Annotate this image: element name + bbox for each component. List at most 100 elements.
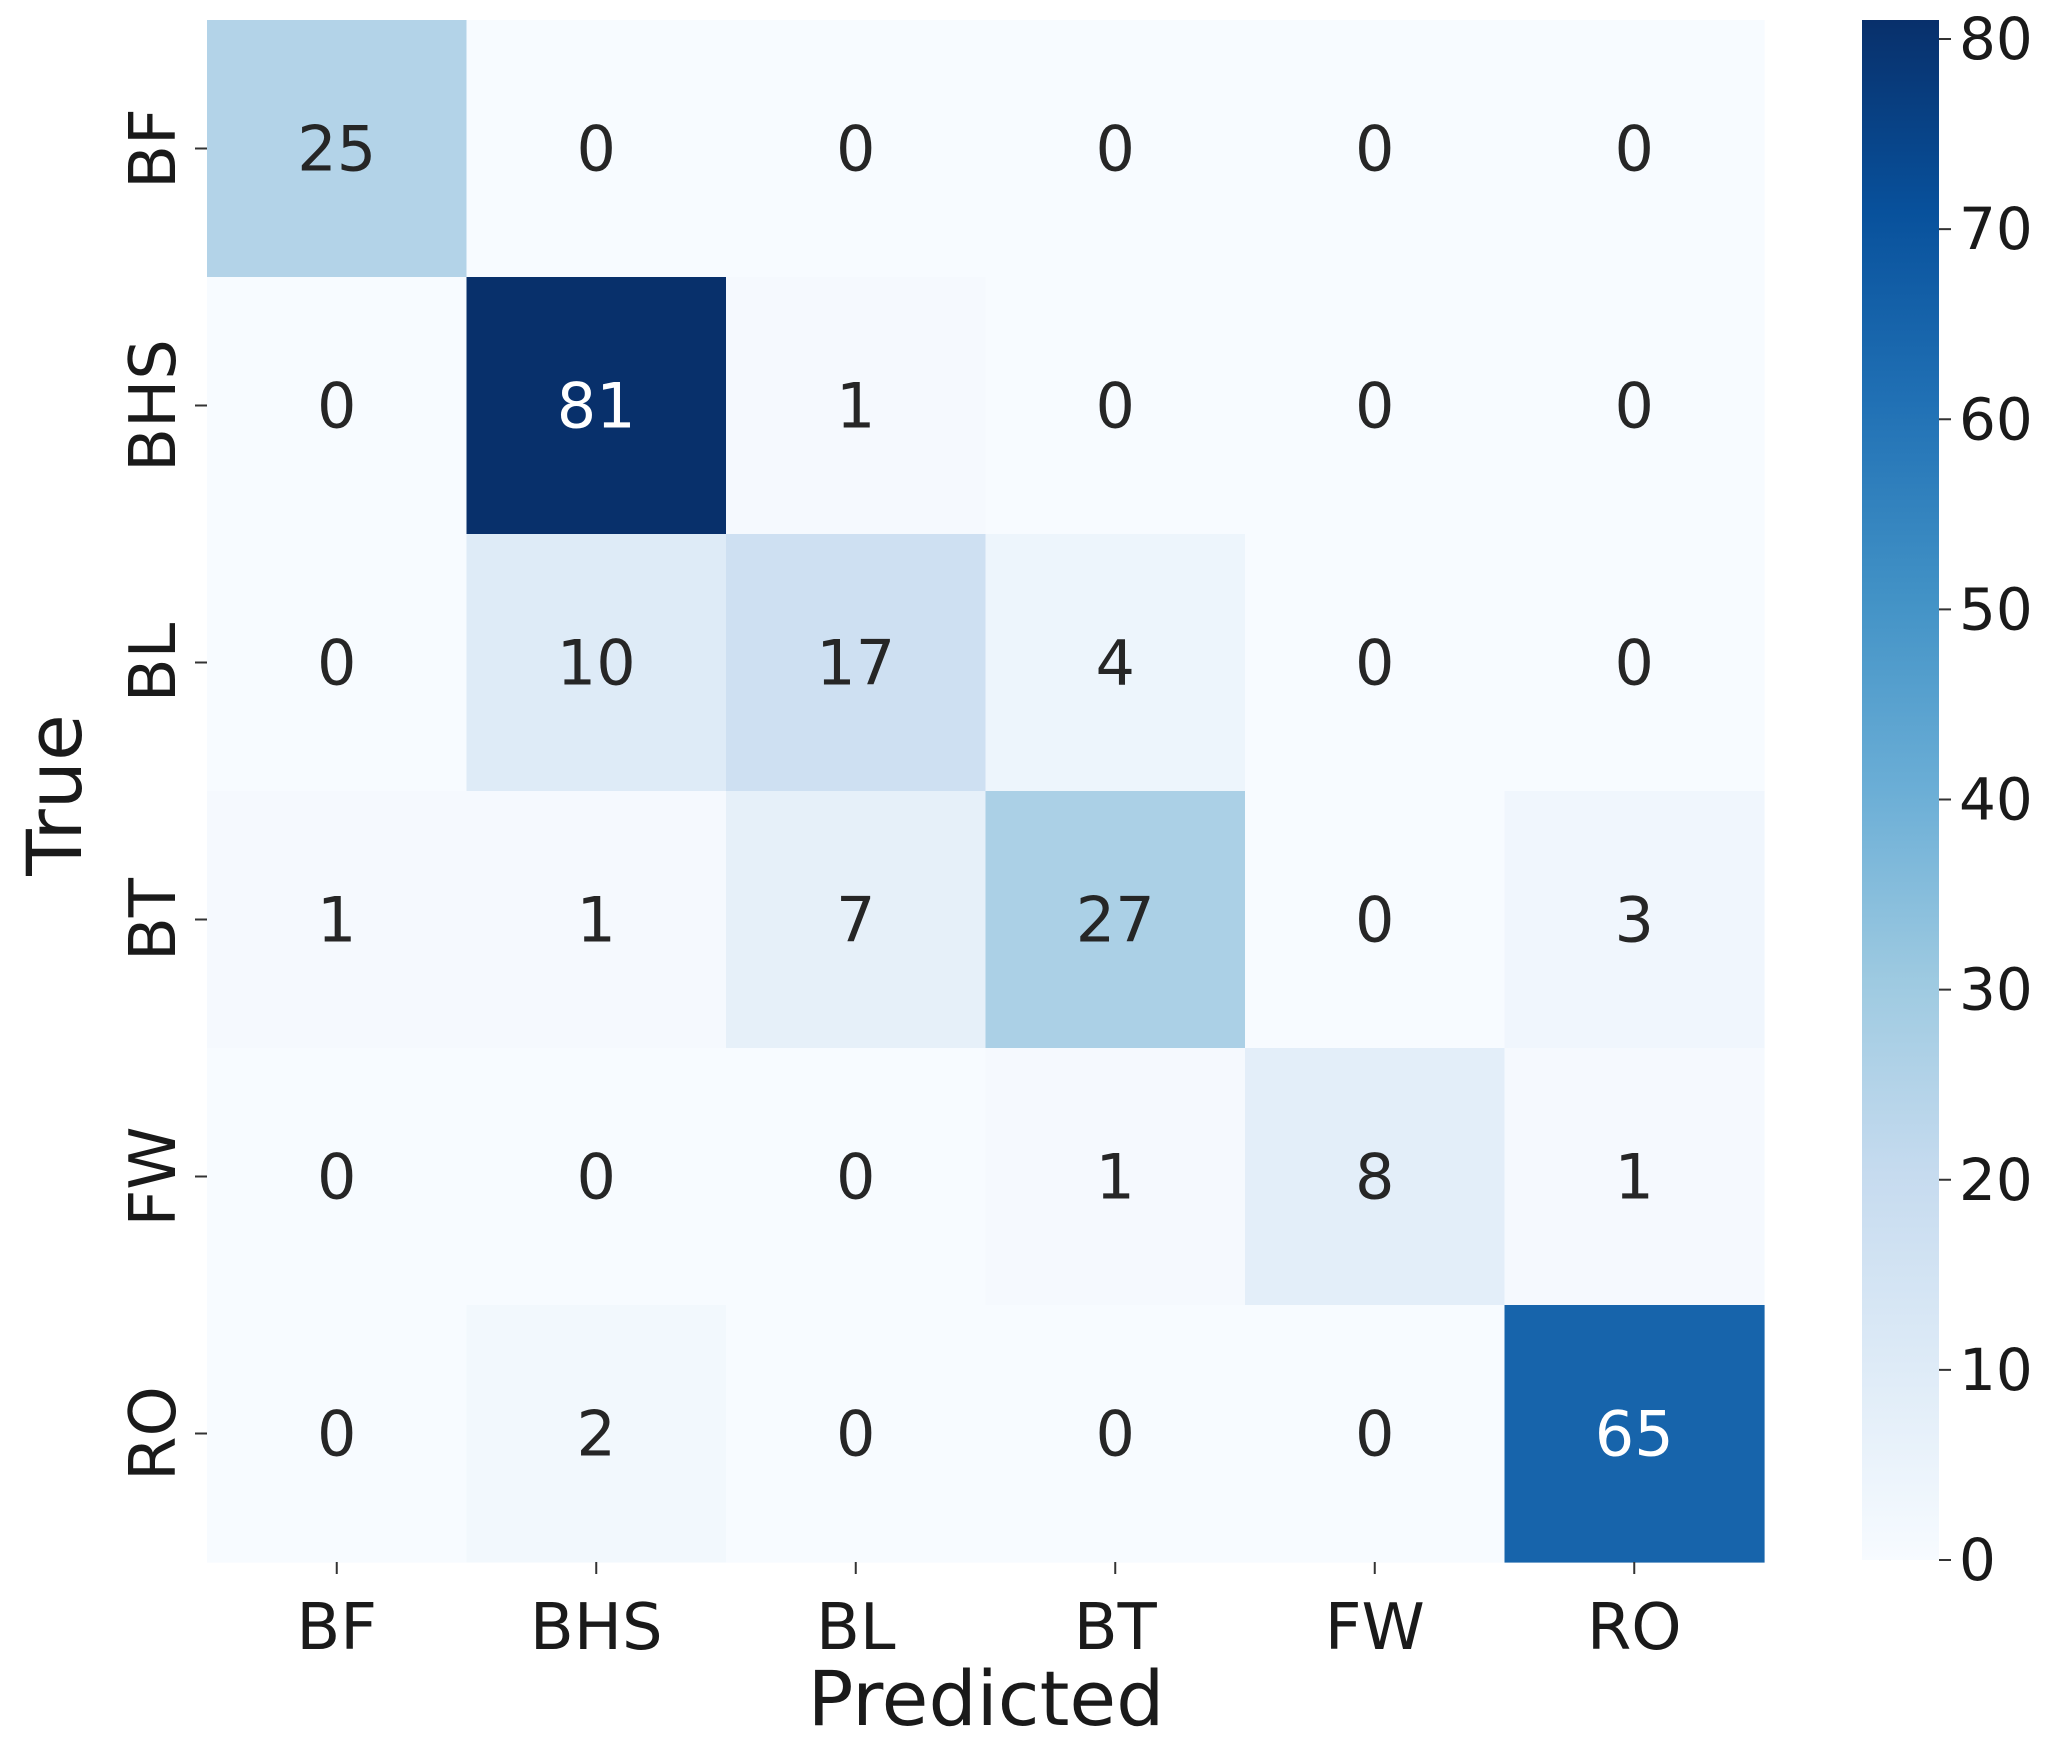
heatmap-cell xyxy=(466,791,727,1049)
colorbar-tick-label: 30 xyxy=(1959,956,2033,1024)
heatmap-cell xyxy=(1504,791,1765,1049)
cell-value-label: 0 xyxy=(1096,1398,1135,1471)
cell-value-label: 0 xyxy=(836,113,875,186)
heatmap-cell xyxy=(207,1305,468,1563)
cell-value-label: 0 xyxy=(1355,370,1394,443)
colorbar-tick-label: 50 xyxy=(1959,575,2033,643)
heatmap-cell xyxy=(207,791,468,1049)
heatmap-cell xyxy=(726,791,987,1049)
heatmap-cell-labels: 25 0 0 0 0 00 81 1 0 0 00 10 17 4 0 01 1 7 27 0 30 0 0 1 8 10 2 0 0 0… xyxy=(297,113,1673,1471)
heatmap-cell xyxy=(466,534,727,792)
cell-value-label: 0 xyxy=(577,113,616,186)
cell-value-label: 0 xyxy=(577,1141,616,1214)
cell-value-label: 65 xyxy=(1595,1398,1674,1471)
cell-value-label: 1 xyxy=(1615,1141,1654,1214)
cell-value-label: 0 xyxy=(317,627,356,700)
y-tick-label: BHS xyxy=(117,339,191,472)
cell-value-label: 17 xyxy=(816,627,895,700)
colorbar-tick-label: 0 xyxy=(1959,1526,1996,1594)
x-tick-label: RO xyxy=(1587,1591,1682,1665)
x-tick-label: FW xyxy=(1325,1591,1425,1665)
heatmap-cell xyxy=(466,277,727,535)
heatmap-cell xyxy=(466,1048,727,1306)
colorbar-tick-label: 70 xyxy=(1959,195,2033,263)
heatmap-cell xyxy=(466,20,727,278)
heatmap-cells xyxy=(207,20,1765,1563)
heatmap-cell xyxy=(985,1048,1246,1306)
cell-value-label: 0 xyxy=(317,1398,356,1471)
cell-value-label: 10 xyxy=(557,627,636,700)
heatmap-cell xyxy=(726,1305,987,1563)
colorbar-tick-label: 60 xyxy=(1959,385,2033,453)
heatmap-cell xyxy=(1504,277,1765,535)
heatmap-cell xyxy=(985,534,1246,792)
heatmap-cell xyxy=(1504,20,1765,278)
heatmap-cell xyxy=(1245,20,1506,278)
x-tick-label: BL xyxy=(816,1591,896,1665)
heatmap-cell xyxy=(1245,1305,1506,1563)
cell-value-label: 1 xyxy=(317,884,356,957)
heatmap-cell xyxy=(726,277,987,535)
heatmap-cell xyxy=(985,1305,1246,1563)
y-tick-label: BL xyxy=(117,622,191,702)
cell-value-label: 8 xyxy=(1355,1141,1394,1214)
x-axis-title: Predicted xyxy=(808,1654,1165,1743)
heatmap-cell xyxy=(726,534,987,792)
heatmap-cell xyxy=(207,534,468,792)
heatmap-cell xyxy=(1504,1048,1765,1306)
colorbar xyxy=(1862,20,1939,1560)
cell-value-label: 0 xyxy=(1355,884,1394,957)
y-axis-title: True xyxy=(10,714,99,876)
x-tick-label: BHS xyxy=(530,1591,663,1665)
heatmap-cell xyxy=(1245,534,1506,792)
heatmap-cell xyxy=(726,1048,987,1306)
cell-value-label: 0 xyxy=(1096,113,1135,186)
cell-value-label: 0 xyxy=(1355,1398,1394,1471)
x-tick-label: BF xyxy=(296,1591,377,1665)
cell-value-label: 0 xyxy=(1615,113,1654,186)
cell-value-label: 1 xyxy=(836,370,875,443)
colorbar-tick-label: 10 xyxy=(1959,1336,2033,1404)
cell-value-label: 0 xyxy=(1355,113,1394,186)
cell-value-label: 7 xyxy=(836,884,875,957)
cell-value-label: 1 xyxy=(1096,1141,1135,1214)
cell-value-label: 81 xyxy=(557,370,636,443)
y-tick-label: BF xyxy=(117,108,191,189)
colorbar-tick-label: 80 xyxy=(1959,5,2033,73)
heatmap-cell xyxy=(207,1048,468,1306)
cell-value-label: 27 xyxy=(1076,884,1155,957)
heatmap-cell xyxy=(1245,1048,1506,1306)
x-axis-ticks: BF BHS BL BT FW RO xyxy=(296,1562,1682,1665)
cell-value-label: 4 xyxy=(1096,627,1135,700)
cell-value-label: 0 xyxy=(1355,627,1394,700)
cell-value-label: 0 xyxy=(836,1141,875,1214)
heatmap-cell xyxy=(726,20,987,278)
y-tick-label: RO xyxy=(117,1386,191,1481)
cell-value-label: 25 xyxy=(297,113,376,186)
colorbar-ticks: 0 10 20 30 40 50 60 70 80 xyxy=(1939,5,2033,1594)
colorbar-tick-label: 20 xyxy=(1959,1146,2033,1214)
colorbar-tick-label: 40 xyxy=(1959,766,2033,834)
cell-value-label: 1 xyxy=(577,884,616,957)
heatmap-cell xyxy=(985,277,1246,535)
heatmap-cell xyxy=(1245,791,1506,1049)
cell-value-label: 2 xyxy=(577,1398,616,1471)
y-tick-label: BT xyxy=(117,877,191,961)
heatmap-cell xyxy=(207,277,468,535)
heatmap-cell xyxy=(985,20,1246,278)
cell-value-label: 0 xyxy=(1615,627,1654,700)
y-axis-ticks: BF BHS BL BT FW RO xyxy=(117,108,207,1481)
heatmap-cell xyxy=(1245,277,1506,535)
heatmap-cell xyxy=(1504,1305,1765,1563)
cell-value-label: 0 xyxy=(836,1398,875,1471)
heatmap-cell xyxy=(466,1305,727,1563)
cell-value-label: 0 xyxy=(1615,370,1654,443)
heatmap-cell xyxy=(1504,534,1765,792)
cell-value-label: 3 xyxy=(1615,884,1654,957)
cell-value-label: 0 xyxy=(317,1141,356,1214)
cell-value-label: 0 xyxy=(1096,370,1135,443)
y-tick-label: FW xyxy=(117,1126,191,1226)
cell-value-label: 0 xyxy=(317,370,356,443)
heatmap-cell xyxy=(207,20,468,278)
